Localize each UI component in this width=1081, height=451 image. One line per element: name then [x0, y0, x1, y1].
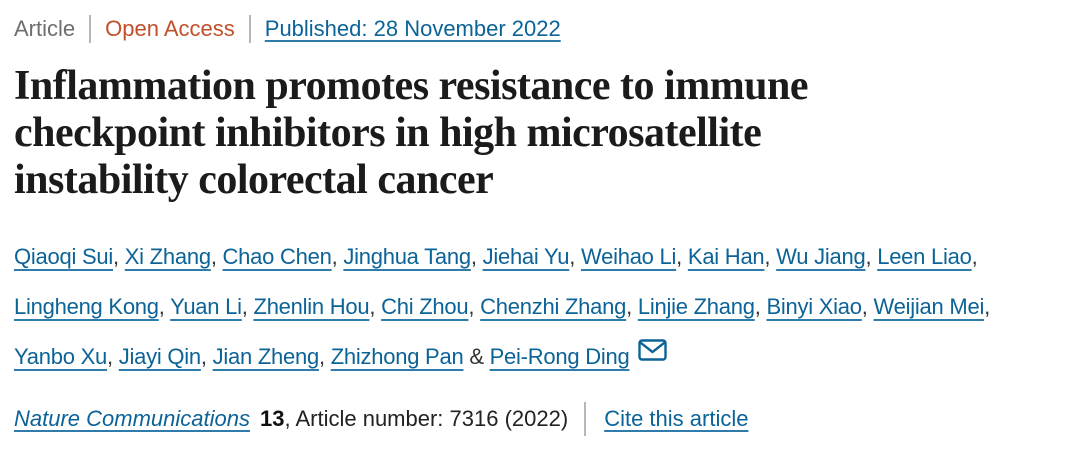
author-link[interactable]: Chenzhi Zhang	[480, 294, 627, 319]
journal-link[interactable]: Nature Communications	[14, 406, 250, 431]
author-separator: ,	[754, 294, 767, 319]
article-type-label: Article	[14, 16, 76, 41]
author-separator: ,	[318, 344, 331, 369]
author-flow: Qiaoqi Sui, Xi Zhang, Chao Chen, Jinghua…	[14, 244, 990, 369]
article-meta-row: Article Open Access Published: 28 Novemb…	[14, 15, 1081, 43]
author-separator: ,	[107, 344, 119, 369]
author-separator: ,	[676, 244, 688, 269]
citation-bar: Nature Communications 13 , Article numbe…	[14, 402, 1067, 436]
author-separator: ,	[470, 244, 483, 269]
author-link[interactable]: Jian Zheng	[212, 344, 320, 369]
article-title-line: checkpoint inhibitors in high microsatel…	[14, 110, 762, 156]
author-link[interactable]: Lingheng Kong	[14, 294, 159, 319]
author-link[interactable]: Weihao Li	[580, 244, 677, 269]
author-link[interactable]: Zhenlin Hou	[253, 294, 370, 319]
author-separator: ,	[971, 244, 978, 269]
author-link[interactable]: Jiehai Yu	[482, 244, 570, 269]
author-separator: ,	[210, 244, 223, 269]
author-separator: ,	[861, 294, 874, 319]
author-separator: ,	[241, 294, 254, 319]
author-separator: ,	[569, 244, 581, 269]
author-separator: ,	[468, 294, 481, 319]
author-separator: ,	[331, 244, 344, 269]
article-title: Inflammation promotes resistance to immu…	[14, 63, 1067, 204]
divider	[248, 15, 251, 43]
author-link[interactable]: Chao Chen	[222, 244, 332, 269]
article-title-line: instability colorectal cancer	[14, 157, 494, 203]
divider	[584, 402, 587, 436]
author-link[interactable]: Yuan Li	[170, 294, 242, 319]
author-separator: ,	[200, 344, 213, 369]
author-link[interactable]: Wu Jiang	[776, 244, 866, 269]
author-link[interactable]: Pei-Rong Ding	[489, 344, 630, 369]
author-separator: ,	[984, 294, 990, 319]
divider	[89, 15, 92, 43]
author-link[interactable]: Jinghua Tang	[343, 244, 471, 269]
author-link[interactable]: Zhizhong Pan	[330, 344, 464, 369]
author-list: Qiaoqi Sui, Xi Zhang, Chao Chen, Jinghua…	[14, 232, 1077, 382]
author-link[interactable]: Yanbo Xu	[14, 344, 108, 369]
author-link[interactable]: Weijian Mei	[873, 294, 985, 319]
author-link[interactable]: Leen Liao	[877, 244, 972, 269]
published-date-link[interactable]: Published: 28 November 2022	[264, 16, 561, 41]
journal-volume: 13	[259, 406, 285, 431]
envelope-icon[interactable]	[638, 339, 668, 361]
article-number-text: , Article number: 7316 (2022)	[284, 406, 569, 431]
author-separator: ,	[113, 244, 125, 269]
author-separator: ,	[865, 244, 878, 269]
author-separator: ,	[764, 244, 777, 269]
author-link[interactable]: Jiayi Qin	[118, 344, 201, 369]
author-link[interactable]: Binyi Xiao	[766, 294, 862, 319]
article-title-line: Inflammation promotes resistance to immu…	[14, 63, 809, 109]
open-access-label: Open Access	[105, 16, 235, 41]
author-separator: &	[463, 344, 490, 369]
cite-this-article-link[interactable]: Cite this article	[604, 406, 749, 431]
author-separator: ,	[158, 294, 171, 319]
author-link[interactable]: Xi Zhang	[124, 244, 211, 269]
author-link[interactable]: Linjie Zhang	[637, 294, 755, 319]
author-separator: ,	[626, 294, 638, 319]
author-link[interactable]: Qiaoqi Sui	[14, 244, 114, 269]
author-link[interactable]: Kai Han	[687, 244, 765, 269]
author-separator: ,	[369, 294, 382, 319]
author-link[interactable]: Chi Zhou	[381, 294, 469, 319]
